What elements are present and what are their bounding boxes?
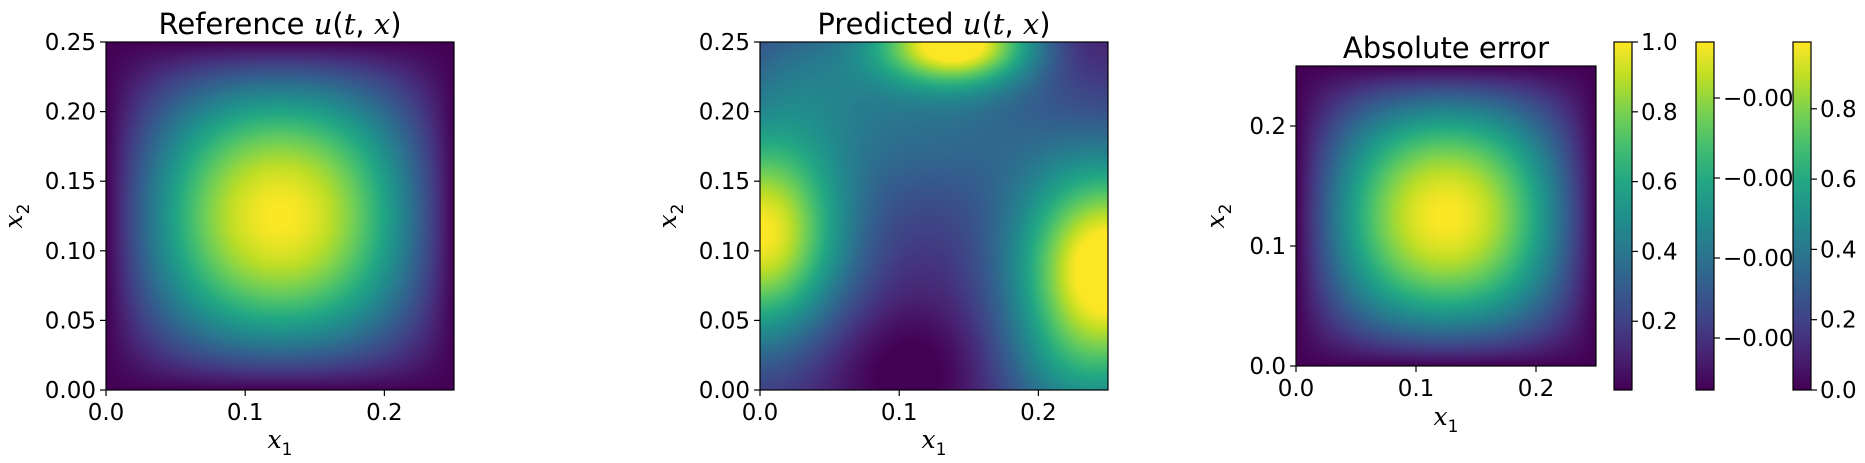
colorbar-tick-label: 0.2 (1641, 309, 1678, 335)
colorbar-gradient (1696, 42, 1714, 390)
heatmap-image-0 (106, 42, 454, 390)
colorbar-tick-label: 0.4 (1820, 237, 1857, 263)
plot-frame-2 (1295, 65, 1597, 367)
y-tick-label: 0.15 (699, 169, 750, 195)
x-tick-label: 0.1 (1398, 376, 1435, 402)
y-tick-label: 0.10 (699, 239, 750, 265)
colorbar-tick-label: 0.4 (1641, 239, 1678, 265)
y-axis-label: x2 (653, 204, 688, 229)
y-tick-label: 0.0 (1249, 354, 1286, 380)
colorbar-tick-label: 1.0 (1641, 30, 1678, 56)
colorbar-frame (1695, 41, 1715, 391)
y-tick-label: 0.10 (45, 239, 96, 265)
heatmap-image-2 (1296, 66, 1596, 366)
x-tick-label: 0.1 (227, 400, 264, 426)
colorbar-tick-label: 0.6 (1641, 170, 1678, 196)
plot-title: Reference u(t, x) (158, 7, 401, 41)
colorbar-tick-label: 0.2 (1820, 308, 1857, 334)
y-tick-label: 0.00 (45, 378, 96, 404)
colorbar-tick-label: 0.6 (1820, 167, 1857, 193)
colorbar-frame (1792, 41, 1812, 391)
y-tick-label: 0.2 (1249, 114, 1286, 140)
x-tick-label: 0.0 (1278, 376, 1315, 402)
y-axis-label: x2 (1201, 204, 1236, 229)
x-tick-label: 0.1 (881, 400, 918, 426)
x-tick-label: 0.0 (88, 400, 125, 426)
plot-title: Absolute error (1343, 31, 1549, 65)
x-tick-label: 0.2 (366, 400, 403, 426)
y-tick-label: 0.25 (45, 30, 96, 56)
y-tick-label: 0.05 (45, 308, 96, 334)
colorbar-tick-label: 0.0 (1820, 378, 1857, 404)
x-axis-label: x1 (268, 425, 293, 460)
x-tick-label: 0.0 (742, 400, 779, 426)
y-tick-label: 0.20 (699, 100, 750, 126)
colorbar-gradient (1793, 42, 1811, 390)
y-tick-label: 0.20 (45, 100, 96, 126)
colorbar-frame (1613, 41, 1633, 391)
plot-frame-0 (105, 41, 455, 391)
plot-frame-1 (759, 41, 1109, 391)
colorbar-tick-label: 0.8 (1641, 100, 1678, 126)
x-axis-label: x1 (1434, 402, 1459, 437)
y-tick-label: 0.05 (699, 308, 750, 334)
heatmap-image-1 (760, 42, 1108, 390)
colorbar-gradient (1614, 42, 1632, 390)
colorbar-tick-label: 0.8 (1820, 97, 1857, 123)
y-axis-label: x2 (0, 204, 34, 229)
x-tick-label: 0.2 (1020, 400, 1057, 426)
x-axis-label: x1 (922, 425, 947, 460)
y-tick-label: 0.15 (45, 169, 96, 195)
y-tick-label: 0.1 (1249, 234, 1286, 260)
y-tick-label: 0.00 (699, 378, 750, 404)
x-tick-label: 0.2 (1518, 376, 1555, 402)
y-tick-label: 0.25 (699, 30, 750, 56)
plot-title: Predicted u(t, x) (817, 7, 1050, 41)
